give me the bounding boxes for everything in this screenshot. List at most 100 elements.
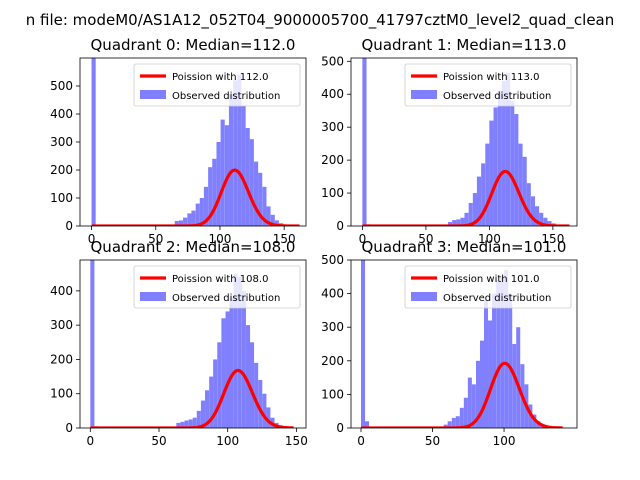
histogram-bar (508, 293, 513, 428)
x-tick-label: 150 (541, 232, 564, 246)
x-tick-label: 100 (478, 232, 501, 246)
y-tick-label: 400 (50, 284, 73, 298)
histogram-bar (543, 217, 548, 226)
histogram-bar (447, 222, 453, 226)
y-tick-label: 200 (321, 153, 344, 167)
histogram-bar (480, 340, 485, 428)
histogram-bar (489, 120, 494, 226)
histogram-bar (510, 100, 515, 226)
panel-title: Quadrant 0: Median=112.0 (91, 36, 296, 54)
legend-observed-label: Observed distribution (172, 91, 280, 102)
legend-box (404, 63, 572, 107)
histogram-bar (501, 81, 506, 226)
histogram-bar (484, 300, 489, 428)
y-tick-label: 400 (321, 287, 344, 301)
histogram-bar (184, 420, 189, 428)
histogram-bar (208, 167, 213, 226)
y-tick-label: 100 (321, 387, 344, 401)
histogram-bar (365, 421, 370, 428)
x-tick-label: 50 (148, 232, 163, 246)
histogram-bar (228, 94, 234, 226)
histogram-bar (488, 320, 493, 428)
histogram-bar (209, 376, 214, 428)
histogram-bar (504, 270, 509, 428)
histogram-bar (258, 172, 263, 226)
histogram-bar (270, 214, 275, 226)
y-tick-label: 0 (65, 219, 73, 233)
x-tick-label: 50 (425, 434, 440, 448)
histogram-bar (241, 290, 246, 428)
histogram-bar (253, 161, 259, 226)
histogram-bar (464, 212, 469, 226)
y-tick-label: 400 (50, 107, 73, 121)
x-tick-label: 150 (273, 232, 296, 246)
histogram-bar (249, 342, 255, 428)
histogram-bar (522, 156, 527, 226)
panel-title: Quadrant 2: Median=108.0 (91, 238, 296, 256)
x-tick-label: 50 (151, 434, 166, 448)
histogram-bar (262, 393, 267, 428)
histogram-bar (195, 203, 200, 226)
legend-poisson-label: Poission with 101.0 (443, 274, 539, 285)
histogram-bar (505, 72, 511, 226)
legend-observed-swatch (140, 292, 166, 301)
histogram-bar (180, 421, 185, 428)
x-tick-label: 100 (493, 434, 516, 448)
histogram-bar (547, 221, 552, 226)
y-tick-label: 100 (50, 387, 73, 401)
histogram-bar (191, 210, 196, 226)
histogram-bar (539, 212, 544, 226)
chart-panel-0: Quadrant 0: Median=112.0 0 50 100 150 0 100 200… (50, 36, 307, 246)
histogram-bar (472, 193, 477, 226)
y-tick-label: 500 (321, 253, 344, 267)
histogram-bar (237, 74, 242, 226)
histogram-bar (200, 400, 206, 428)
histogram-bar (178, 220, 184, 226)
histogram-bar (176, 422, 181, 428)
histogram-bar (447, 421, 452, 428)
x-tick-label: 0 (88, 232, 96, 246)
histogram-bar (485, 143, 490, 226)
histogram-bar (205, 390, 210, 428)
histogram-bar (188, 419, 193, 428)
x-tick-label: 150 (285, 434, 308, 448)
histogram-bar (460, 217, 465, 226)
histogram-bar (500, 276, 505, 428)
histogram-bar (534, 206, 540, 226)
histogram-bar (514, 114, 519, 226)
histogram-bar (217, 342, 222, 428)
histogram-bar (492, 293, 497, 428)
histogram-bar (245, 325, 251, 428)
y-tick-label: 300 (50, 318, 73, 332)
panel-title: Quadrant 1: Median=113.0 (362, 36, 567, 54)
histogram-bar (512, 344, 517, 428)
panel-title: Quadrant 3: Median=101.0 (362, 238, 567, 256)
legend-poisson-label: Poission with 112.0 (172, 72, 268, 83)
chart-panel-1: Quadrant 1: Median=113.0 0 50 100 150 0 100 200… (321, 36, 578, 246)
histogram-bar (468, 202, 473, 226)
histogram-bar (258, 380, 263, 428)
histogram-bar (476, 360, 481, 428)
histogram-bar (262, 186, 267, 226)
plot-area (362, 58, 570, 226)
histogram-bar (212, 158, 217, 226)
histogram-bar (496, 280, 501, 428)
plot-area (91, 58, 300, 226)
y-tick-label: 200 (50, 352, 73, 366)
axes-frame (350, 259, 578, 429)
x-tick-label: 100 (209, 232, 232, 246)
histogram-bar (456, 219, 461, 226)
histogram-bar (360, 260, 366, 428)
y-tick-label: 200 (321, 354, 344, 368)
histogram-bar (455, 416, 460, 428)
histogram-bar (187, 213, 192, 226)
histogram-bar (266, 407, 271, 428)
histogram-bar (254, 362, 259, 428)
histogram-bar (90, 260, 95, 428)
histogram-bar (225, 311, 230, 428)
histogram-bar (233, 273, 238, 428)
figure-title: n file: modeM0/AS1A12_052T04_9000005700_… (26, 11, 615, 30)
histogram-bar (443, 424, 448, 428)
legend-observed-swatch (411, 90, 437, 99)
